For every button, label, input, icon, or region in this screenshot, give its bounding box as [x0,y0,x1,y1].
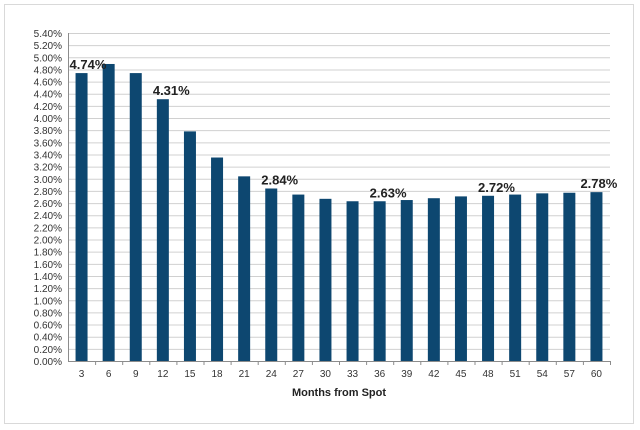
x-tick-label: 30 [320,369,332,380]
x-tick-label: 45 [455,369,467,380]
bar [400,200,413,361]
y-tick-label: 1.00% [34,296,62,307]
x-tick-label: 48 [482,369,494,380]
x-tick-label: 27 [293,369,305,380]
bar [319,198,332,361]
x-tick-label: 54 [537,369,549,380]
bar [265,188,278,361]
x-tick-label: 9 [133,369,139,380]
y-tick-label: 2.20% [34,223,62,234]
y-tick-label: 0.20% [34,345,62,356]
x-tick-label: 33 [347,369,359,380]
y-tick-label: 1.80% [34,248,62,259]
data-label: 2.72% [478,180,515,195]
bar [373,201,386,361]
x-tick-label: 51 [510,369,522,380]
bar [563,192,576,361]
bar [75,73,88,361]
bar [129,73,142,361]
y-tick-label: 2.40% [34,211,62,222]
x-axis-title: Months from Spot [292,387,386,399]
x-tick-label: 21 [239,369,251,380]
bar [482,195,495,361]
y-tick-label: 3.20% [34,163,62,174]
x-tick-label: 15 [184,369,196,380]
bar [183,131,196,361]
x-tick-label: 57 [564,369,576,380]
data-label: 2.63% [370,185,407,200]
y-tick-label: 4.40% [34,90,62,101]
y-tick-label: 2.80% [34,187,62,198]
y-tick-label: 2.00% [34,236,62,247]
x-tick-label: 12 [157,369,169,380]
y-tick-label: 3.40% [34,150,62,161]
bar [454,196,467,361]
bar [156,99,169,362]
x-tick-label: 6 [106,369,112,380]
bar [346,201,359,361]
x-tick-label: 18 [211,369,223,380]
data-label: 4.74% [70,57,107,72]
y-tick-label: 0.80% [34,308,62,319]
y-tick-label: 0.60% [34,321,62,332]
bar [427,198,440,361]
y-tick-label: 5.20% [34,41,62,52]
y-tick-label: 1.20% [34,284,62,295]
bar [292,194,305,361]
x-tick-label: 60 [591,369,603,380]
y-tick-label: 4.80% [34,65,62,76]
y-tick-label: 3.00% [34,175,62,186]
data-label: 4.31% [153,83,190,98]
bar [238,176,251,361]
y-tick-label: 4.60% [34,78,62,89]
x-tick-label: 24 [266,369,278,380]
y-tick-label: 5.40% [34,29,62,40]
y-tick-label: 3.60% [34,138,62,149]
x-tick-label: 3 [79,369,85,380]
y-tick-label: 1.60% [34,260,62,271]
bar [536,193,549,361]
y-tick-label: 2.60% [34,199,62,210]
x-tick-label: 42 [428,369,440,380]
data-label: 2.78% [580,176,617,191]
y-tick-label: 4.00% [34,114,62,125]
y-tick-label: 3.80% [34,126,62,137]
y-tick-label: 0.00% [34,357,62,368]
bar [590,192,603,361]
x-tick-label: 36 [374,369,386,380]
x-tick-label: 39 [401,369,413,380]
data-label: 2.84% [261,172,298,187]
bar [509,194,522,361]
y-tick-label: 4.20% [34,102,62,113]
y-tick-label: 0.40% [34,333,62,344]
y-tick-label: 5.00% [34,53,62,64]
bar [102,63,115,361]
bar [211,157,224,361]
y-tick-label: 1.40% [34,272,62,283]
